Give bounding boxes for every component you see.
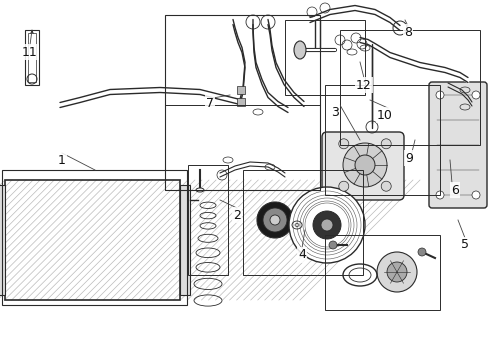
Circle shape [435, 191, 443, 199]
Text: 8: 8 [403, 26, 411, 39]
Text: 10: 10 [376, 108, 392, 122]
Bar [180, 185, 190, 295]
Circle shape [386, 262, 406, 282]
Text: 11: 11 [22, 45, 38, 59]
Circle shape [471, 91, 479, 99]
Ellipse shape [293, 41, 305, 59]
Bar [5, 180, 180, 300]
Text: 2: 2 [233, 208, 241, 221]
Text: 1: 1 [58, 153, 66, 166]
Bar [243, 170, 362, 275]
Bar [28, 33, 36, 82]
FancyBboxPatch shape [321, 132, 403, 200]
Circle shape [338, 139, 348, 149]
Bar [325, 235, 439, 310]
Text: 6: 6 [450, 184, 458, 197]
Circle shape [417, 248, 425, 256]
Bar [164, 105, 319, 190]
Circle shape [320, 219, 332, 231]
Circle shape [381, 139, 390, 149]
Circle shape [269, 215, 280, 225]
Bar [0, 185, 5, 295]
Circle shape [257, 202, 292, 238]
Text: 3: 3 [330, 105, 338, 118]
Bar [187, 165, 227, 275]
Bar [164, 15, 319, 190]
Text: 4: 4 [298, 248, 305, 261]
Circle shape [263, 208, 286, 232]
Circle shape [342, 143, 386, 187]
Ellipse shape [196, 188, 203, 192]
Circle shape [328, 241, 336, 249]
Bar [285, 20, 364, 95]
Circle shape [312, 211, 340, 239]
Circle shape [338, 181, 348, 191]
FancyBboxPatch shape [428, 82, 486, 208]
Bar [2, 170, 186, 305]
Text: 12: 12 [355, 78, 371, 91]
Circle shape [435, 91, 443, 99]
Text: 7: 7 [205, 96, 214, 109]
Text: 9: 9 [404, 152, 412, 165]
Circle shape [354, 155, 374, 175]
Bar [237, 98, 244, 106]
Bar [237, 86, 244, 94]
Circle shape [381, 181, 390, 191]
Circle shape [376, 252, 416, 292]
Bar [325, 85, 439, 195]
Text: 5: 5 [460, 239, 468, 252]
Circle shape [471, 191, 479, 199]
Circle shape [288, 187, 364, 263]
Bar [25, 30, 39, 85]
Bar [339, 30, 479, 145]
